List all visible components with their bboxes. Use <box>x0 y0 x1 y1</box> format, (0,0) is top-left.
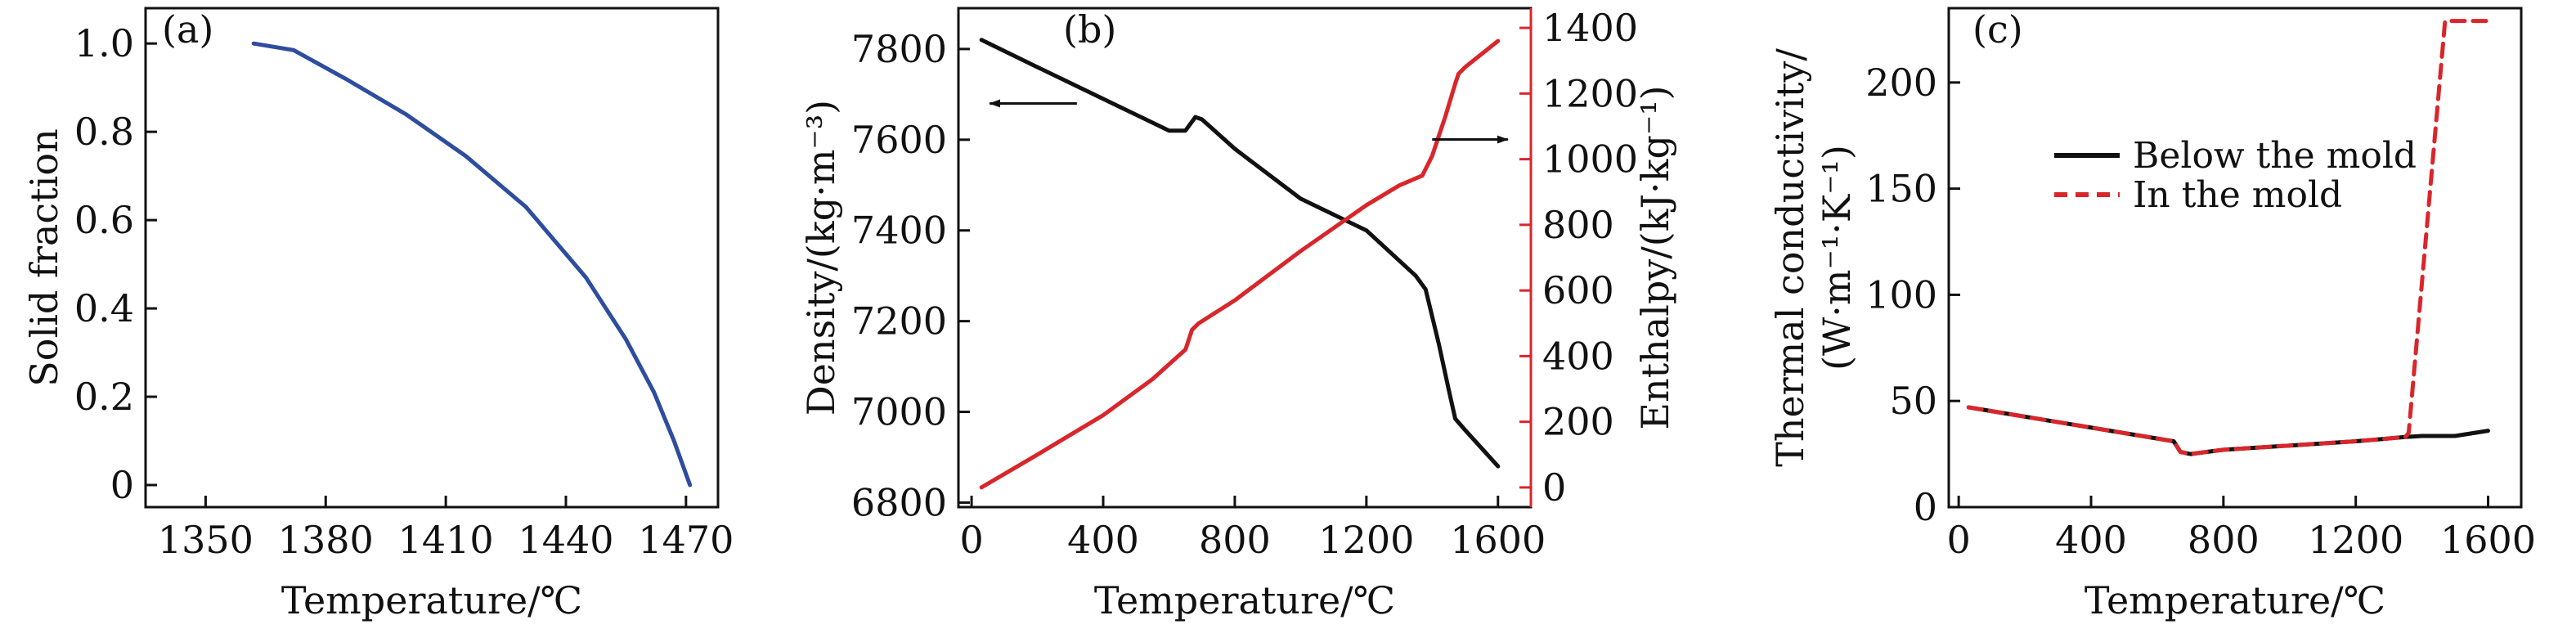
xtick-label: 1440 <box>518 518 613 562</box>
xtick-label: 1380 <box>278 518 374 562</box>
panel-a-ylabel: Solid fraction <box>22 128 66 386</box>
xtick-label: 1470 <box>638 518 734 562</box>
panel-c: (c) 0 400 800 1200 1600 0 50 100 150 200 Temperat… <box>1768 7 2536 622</box>
xtick-label: 400 <box>2055 518 2127 562</box>
xtick-label: 400 <box>1067 518 1139 562</box>
ytick-right-label: 800 <box>1542 203 1614 247</box>
ytick-right-label: 600 <box>1542 268 1614 312</box>
panel-b-ticks: 0 400 800 1200 1600 6800 7000 7200 7400 7600 7800 0… <box>851 6 1638 562</box>
ytick-right-label: 0 <box>1542 465 1566 510</box>
series-line-0 <box>979 38 1501 469</box>
ytick-label: 7200 <box>851 299 947 344</box>
panel-c-label: (c) <box>1972 7 2023 52</box>
panel-a-series <box>251 41 693 487</box>
panel-b-arrows <box>989 99 1509 144</box>
ytick-label: 7000 <box>851 390 947 434</box>
panel-b: (b) 0 400 800 1200 1600 6800 7000 7200 7400 7600 7… <box>799 6 1677 622</box>
ytick-label: 0 <box>110 463 134 507</box>
ytick-label: 150 <box>1865 167 1937 211</box>
xtick-label: 800 <box>2188 518 2260 562</box>
panel-c-series <box>1966 19 2490 456</box>
panel-c-legend: Below the mold In the mold <box>2054 135 2417 216</box>
panel-b-frame <box>957 7 1533 509</box>
panel-b-label: (b) <box>1063 7 1116 52</box>
panel-c-frame <box>1947 7 2523 509</box>
xtick-label: 800 <box>1199 518 1271 562</box>
series-line-1 <box>979 38 1501 490</box>
panel-a-frame <box>144 7 720 509</box>
ytick-label: 0.6 <box>74 198 134 242</box>
ytick-right-label: 200 <box>1542 400 1614 444</box>
panel-c-ylabel-line1: Thermal conductivity/ <box>1768 48 1812 467</box>
xtick-label: 1200 <box>1318 518 1414 562</box>
ytick-right-label: 400 <box>1542 334 1614 378</box>
xtick-label: 1350 <box>158 518 254 562</box>
ytick-label: 1.0 <box>74 21 134 65</box>
panel-b-xlabel: Temperature/℃ <box>1094 578 1395 622</box>
ytick-label: 0.8 <box>74 110 134 154</box>
panel-b-series <box>979 38 1501 490</box>
ytick-label: 0.4 <box>74 286 134 330</box>
xtick-label: 1600 <box>1450 518 1546 562</box>
ytick-right-label: 1400 <box>1542 6 1638 50</box>
panel-a-xlabel: Temperature/℃ <box>281 578 582 622</box>
panel-a-label: (a) <box>162 7 213 52</box>
ytick-label: 7400 <box>851 209 947 253</box>
xtick-label: 1200 <box>2308 518 2403 562</box>
ytick-right-label: 1200 <box>1542 71 1638 115</box>
xtick-label: 0 <box>1946 518 1970 562</box>
xtick-label: 1600 <box>2440 518 2536 562</box>
panel-a-ticks: 1350 1380 1410 1440 1470 0 0.2 0.4 0.6 0.8 1.0 <box>74 21 734 562</box>
ytick-right-label: 1000 <box>1542 137 1638 182</box>
ytick-label: 0 <box>1914 485 1937 529</box>
panel-b-ylabel-left: Density/(kg·m⁻³) <box>799 100 843 416</box>
ytick-label: 6800 <box>851 480 947 524</box>
ytick-label: 7600 <box>851 118 947 162</box>
panel-a: (a) 1350 1380 1410 1440 1470 0 0.2 0.4 0.6 0.8 1.0… <box>22 7 734 622</box>
legend-label-in-mold: In the mold <box>2133 174 2342 216</box>
panel-b-ylabel-right: Enthalpy/(kJ·kg⁻¹) <box>1633 85 1677 429</box>
legend-label-below-mold: Below the mold <box>2133 135 2417 177</box>
ytick-label: 7800 <box>851 27 947 71</box>
series-line-0 <box>251 41 693 487</box>
ytick-label: 100 <box>1865 272 1937 317</box>
panel-c-ticks: 0 400 800 1200 1600 0 50 100 150 200 <box>1865 61 2536 562</box>
ytick-label: 0.2 <box>74 375 134 419</box>
xtick-label: 0 <box>959 518 983 562</box>
xtick-label: 1410 <box>398 518 494 562</box>
ytick-label: 50 <box>1889 379 1937 423</box>
panel-c-xlabel: Temperature/℃ <box>2085 578 2385 622</box>
series-line-1 <box>1966 19 2490 456</box>
ytick-label: 200 <box>1865 61 1937 105</box>
panel-c-ylabel-line2: (W·m⁻¹·K⁻¹) <box>1815 145 1859 371</box>
